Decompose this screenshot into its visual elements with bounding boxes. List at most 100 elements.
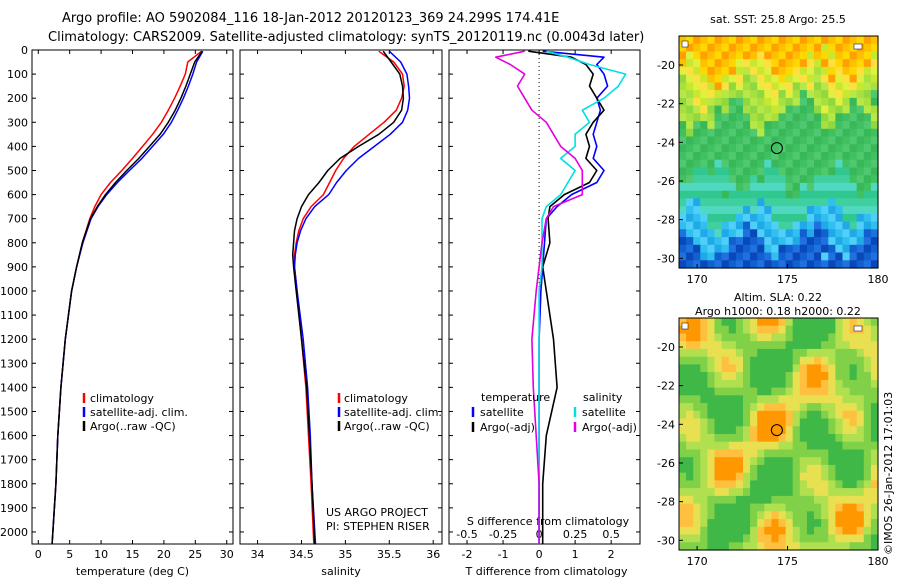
map-cell	[828, 252, 836, 261]
map-cell	[728, 348, 737, 358]
map-cell	[814, 244, 822, 254]
map-cell	[814, 511, 822, 520]
map-cell	[750, 190, 758, 199]
map-cell	[757, 159, 765, 168]
difference-t-x-tick-label: -2	[462, 548, 473, 561]
map-cell	[799, 464, 808, 474]
map-cell	[757, 480, 765, 489]
map-cell	[707, 488, 716, 497]
map-cell	[686, 403, 694, 412]
map-cell	[835, 372, 844, 381]
map-cell	[870, 198, 879, 207]
map-cell	[764, 495, 772, 505]
map-cell	[679, 542, 687, 551]
map-cell	[693, 333, 701, 342]
temperature-frame	[31, 49, 234, 545]
map-cell	[778, 379, 787, 389]
map-cell	[828, 519, 836, 528]
map-cell	[679, 387, 687, 396]
map-cell	[806, 372, 815, 381]
map-cell	[849, 403, 858, 412]
map-cell	[821, 426, 829, 435]
map-cell	[799, 364, 808, 373]
map-cell	[856, 82, 865, 91]
map-cell	[785, 97, 794, 107]
map-cell	[792, 121, 801, 130]
map-cell	[743, 105, 751, 114]
map-cell	[757, 97, 765, 107]
map-cell	[842, 325, 851, 334]
map-cell	[785, 152, 794, 161]
map-cell	[764, 159, 772, 168]
map-cell	[821, 348, 829, 358]
map-cell	[693, 379, 701, 389]
map-cell	[750, 372, 758, 381]
map-cell	[863, 511, 872, 520]
map-cell	[842, 82, 851, 91]
map-cell	[771, 206, 780, 215]
map-cell	[856, 341, 865, 350]
map-cell	[778, 449, 787, 458]
map-cell	[806, 113, 815, 122]
map-cell	[849, 426, 858, 435]
map-cell	[778, 325, 787, 334]
map-cell	[714, 167, 723, 176]
map-cell	[735, 526, 744, 536]
map-cell	[721, 260, 730, 269]
map-cell	[799, 472, 808, 481]
map-cell	[757, 318, 765, 327]
map-cell	[785, 136, 794, 145]
map-cell	[835, 59, 844, 68]
map-cell	[771, 434, 780, 443]
map-cell	[728, 66, 737, 76]
map-cell	[771, 526, 780, 536]
map-cell	[856, 511, 865, 520]
map-cell	[686, 519, 694, 528]
map-cell	[821, 410, 829, 420]
map-cell	[835, 495, 844, 505]
map-cell	[771, 229, 780, 238]
map-cell	[870, 410, 879, 420]
map-cell	[757, 434, 765, 443]
map-cell	[771, 457, 780, 466]
map-cell	[785, 534, 794, 543]
map-cell	[849, 152, 858, 161]
map-cell	[856, 113, 865, 122]
map-cell	[842, 341, 851, 350]
map-cell	[870, 167, 879, 176]
map-cell	[799, 59, 808, 68]
map-cell	[778, 403, 787, 412]
map-cell	[728, 121, 737, 130]
map-cell	[785, 144, 794, 153]
map-cell	[771, 175, 780, 184]
map-cell	[707, 190, 716, 199]
map-cell	[870, 325, 879, 334]
map-cell	[778, 66, 787, 76]
map-cell	[700, 325, 708, 334]
salinity-axis-label: salinity	[321, 565, 361, 578]
map-cell	[806, 503, 815, 512]
map-cell	[806, 221, 815, 230]
map-cell	[792, 503, 801, 512]
map-cell	[849, 449, 858, 458]
map-cell	[856, 252, 865, 261]
map-cell	[835, 121, 844, 130]
map-cell	[828, 511, 836, 520]
map-cell	[856, 159, 865, 168]
map-cell	[863, 152, 872, 161]
map-cell	[757, 511, 765, 520]
map-cell	[792, 534, 801, 543]
map-cell	[799, 221, 808, 230]
map-cell	[679, 167, 687, 176]
map-cell	[806, 480, 815, 489]
map-cell	[792, 519, 801, 528]
map-cell	[707, 105, 716, 114]
map-cell	[679, 480, 687, 489]
depth-tick-label: 1800	[0, 478, 28, 491]
map-cell	[757, 503, 765, 512]
map-cell	[743, 159, 751, 168]
map-cell	[785, 175, 794, 184]
map-cell	[764, 97, 772, 107]
map-cell	[707, 441, 716, 450]
map-cell	[757, 341, 765, 350]
